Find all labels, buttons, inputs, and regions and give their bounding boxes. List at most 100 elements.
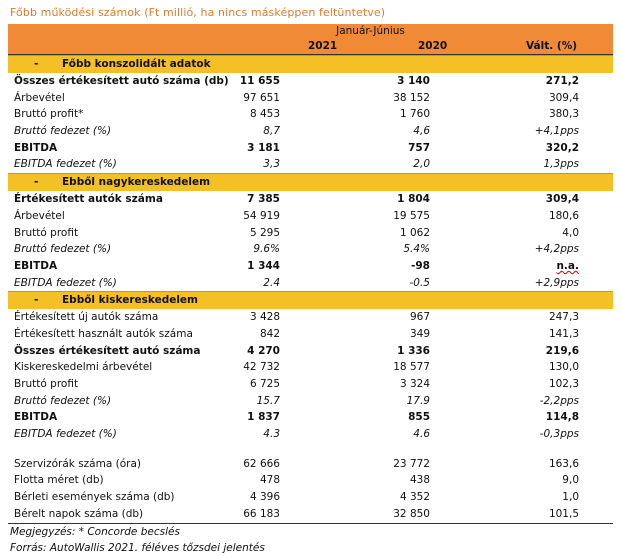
table-row: Bruttó profit 5 295 1 062 4,0 xyxy=(8,225,613,242)
col-change-header: Vált. (%) xyxy=(526,40,578,52)
table-row: Bérelt napok száma (db) 66 183 32 850 101,5 xyxy=(8,506,613,524)
value-change: 130,0 xyxy=(548,361,579,374)
value-2020: 32 850 xyxy=(393,507,430,520)
value-2021: 4 396 xyxy=(249,491,280,504)
value-2021: 8 453 xyxy=(249,108,280,121)
table-row: Bruttó profit* 8 453 1 760 380,3 xyxy=(8,106,613,123)
table-row: Bruttó profit 6 725 3 324 102,3 xyxy=(8,376,613,393)
table-row: Értékesített használt autók száma 842 349 1… xyxy=(8,326,613,343)
table-row: EBITDA fedezet (%) 4.3 4.6 -0,3pps xyxy=(8,426,613,443)
section-bullet: - xyxy=(34,294,39,307)
value-change: -0,3pps xyxy=(539,428,579,441)
row-label: Bruttó profit* xyxy=(14,108,84,121)
value-2021: 1 837 xyxy=(247,411,280,424)
row-label: Bruttó fedezet (%) xyxy=(14,243,112,256)
row-label: Bruttó profit xyxy=(14,378,79,390)
table-row: Bruttó fedezet (%) 15.7 17.9 -2,2pps xyxy=(8,393,613,410)
value-change: 247,3 xyxy=(548,311,579,324)
section-header: - Ebből kiskereskedelem xyxy=(8,291,613,310)
section-header: - Ebből nagykereskedelem xyxy=(8,173,613,192)
row-label: Bruttó fedezet (%) xyxy=(14,125,112,138)
value-2020: 23 772 xyxy=(393,457,430,470)
value-2020: 855 xyxy=(408,411,430,424)
row-label: EBITDA xyxy=(14,141,58,154)
section-title: Főbb konszolidált adatok xyxy=(62,58,211,70)
value-change: -2,2pps xyxy=(539,394,579,407)
value-2020: 3 140 xyxy=(397,75,430,87)
table-row: Bruttó fedezet (%) 9.6% 5.4% +4,2pps xyxy=(8,241,613,258)
value-2020: 4,6 xyxy=(413,125,430,138)
value-2021: 6 725 xyxy=(249,378,280,390)
table-row: EBITDA 3 181 757 320,2 xyxy=(8,140,613,157)
value-change: 163,6 xyxy=(548,457,579,470)
source-note: Forrás: AutoWallis 2021. féléves tőzsdei… xyxy=(10,542,265,555)
value-2020: 1 804 xyxy=(397,193,430,206)
table-row: Flotta méret (db) 478 438 9,0 xyxy=(8,472,613,489)
table-row: Összes értékesített autó száma 4 270 1 336… xyxy=(8,343,613,360)
value-2021: 1 344 xyxy=(247,259,280,272)
value-2021: 42 732 xyxy=(243,361,280,374)
col-2021-header: 2021 xyxy=(308,40,338,52)
table-caption: Főbb működési számok (Ft millió, ha ninc… xyxy=(10,6,386,19)
row-label: Kiskereskedelmi árbevétel xyxy=(14,361,153,374)
value-2020: 4.6 xyxy=(413,428,430,441)
value-change: 141,3 xyxy=(548,327,579,340)
value-2021: 2.4 xyxy=(263,276,280,289)
value-2021: 3,3 xyxy=(263,158,280,171)
value-2020: 3 324 xyxy=(399,378,430,390)
value-change: 9,0 xyxy=(562,474,579,487)
value-2021: 3 181 xyxy=(247,141,280,154)
section-bullet: - xyxy=(34,176,39,189)
value-change: +4,2pps xyxy=(534,243,579,256)
source-row: Forrás: AutoWallis 2021. féléves tőzsdei… xyxy=(8,540,613,557)
table-row: EBITDA 1 344 -98 n.a. xyxy=(8,258,613,275)
col-2020-header: 2020 xyxy=(418,40,448,52)
value-change: 271,2 xyxy=(545,75,579,87)
value-2021: 842 xyxy=(259,327,280,340)
row-label: Értékesített új autók száma xyxy=(14,311,159,324)
value-change: +2,9pps xyxy=(534,276,579,289)
table-header: Január-Június 2021 2020 Vált. (%) xyxy=(8,24,613,55)
row-label: Árbevétel xyxy=(14,209,65,222)
value-2021: 3 428 xyxy=(249,311,280,324)
table-row: Bruttó fedezet (%) 8,7 4,6 +4,1pps xyxy=(8,123,613,140)
row-label: Flotta méret (db) xyxy=(14,474,104,487)
value-change: 309,4 xyxy=(545,193,579,206)
section-title: Ebből nagykereskedelem xyxy=(62,176,211,189)
row-label: Bruttó profit xyxy=(14,226,79,239)
value-2020: 19 575 xyxy=(393,209,430,222)
value-2020: 1 336 xyxy=(397,344,430,357)
row-label: Bérelt napok száma (db) xyxy=(14,507,144,520)
section-title: Ebből kiskereskedelem xyxy=(62,294,198,307)
value-2021: 9.6% xyxy=(253,243,280,256)
value-2020: 5.4% xyxy=(403,243,430,256)
value-change: 320,2 xyxy=(545,141,579,154)
row-label: Összes értékesített autó száma xyxy=(14,344,201,357)
value-2020: 967 xyxy=(409,311,430,324)
table-row: Értékesített autók száma 7 385 1 804 309,4 xyxy=(8,191,613,208)
table-row: Értékesített új autók száma 3 428 967 247,3 xyxy=(8,309,613,326)
value-change: 219,6 xyxy=(545,344,579,357)
value-2021: 8,7 xyxy=(263,125,280,138)
value-change: 180,6 xyxy=(548,209,579,222)
value-change: +4,1pps xyxy=(534,125,579,138)
row-label: Bérleti események száma (db) xyxy=(14,491,175,504)
row-label: Összes értékesített autó száma (db) xyxy=(14,75,229,87)
table-row: EBITDA 1 837 855 114,8 xyxy=(8,409,613,426)
row-label: EBITDA fedezet (%) xyxy=(14,428,117,441)
footnote: Megjegyzés: * Concorde becslés xyxy=(10,525,180,538)
value-change: 1,3pps xyxy=(543,158,580,171)
value-2020: 2,0 xyxy=(413,158,430,171)
value-2021: 11 655 xyxy=(239,75,280,87)
value-2021: 54 919 xyxy=(243,209,280,222)
row-label: Árbevétel xyxy=(14,91,65,104)
spacer xyxy=(8,443,613,456)
row-label: Értékesített használt autók száma xyxy=(14,327,193,340)
value-2020: -0.5 xyxy=(409,276,431,289)
value-change: 380,3 xyxy=(548,108,579,121)
row-label: EBITDA xyxy=(14,411,58,424)
table-row: EBITDA fedezet (%) 3,3 2,0 1,3pps xyxy=(8,156,613,173)
table-row: Árbevétel 54 919 19 575 180,6 xyxy=(8,208,613,225)
row-label: Bruttó fedezet (%) xyxy=(14,394,112,407)
